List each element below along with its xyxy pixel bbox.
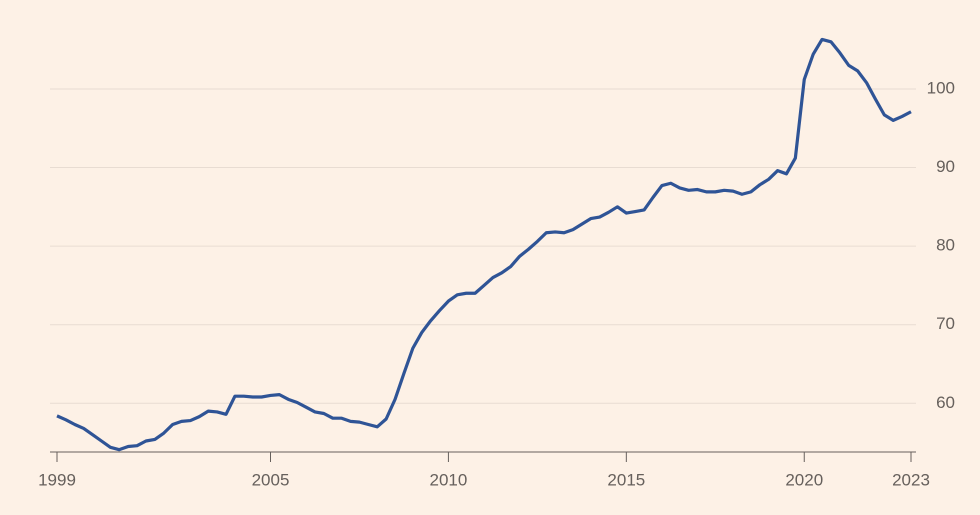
line xyxy=(56,37,912,452)
y-tick-label: 100 xyxy=(927,78,955,97)
x-tick-label: 2023 xyxy=(892,470,930,489)
x-tick-label: 2020 xyxy=(785,470,823,489)
y-tick-label: 80 xyxy=(936,236,955,255)
x-tick-label: 2015 xyxy=(607,470,645,489)
x-tick-label: 2005 xyxy=(252,470,290,489)
x-tick-label: 2010 xyxy=(430,470,468,489)
y-tick-label: 70 xyxy=(936,314,955,333)
y-tick-label: 60 xyxy=(936,393,955,412)
y-tick-label: 90 xyxy=(936,157,955,176)
x-tick-label: 1999 xyxy=(38,470,76,489)
